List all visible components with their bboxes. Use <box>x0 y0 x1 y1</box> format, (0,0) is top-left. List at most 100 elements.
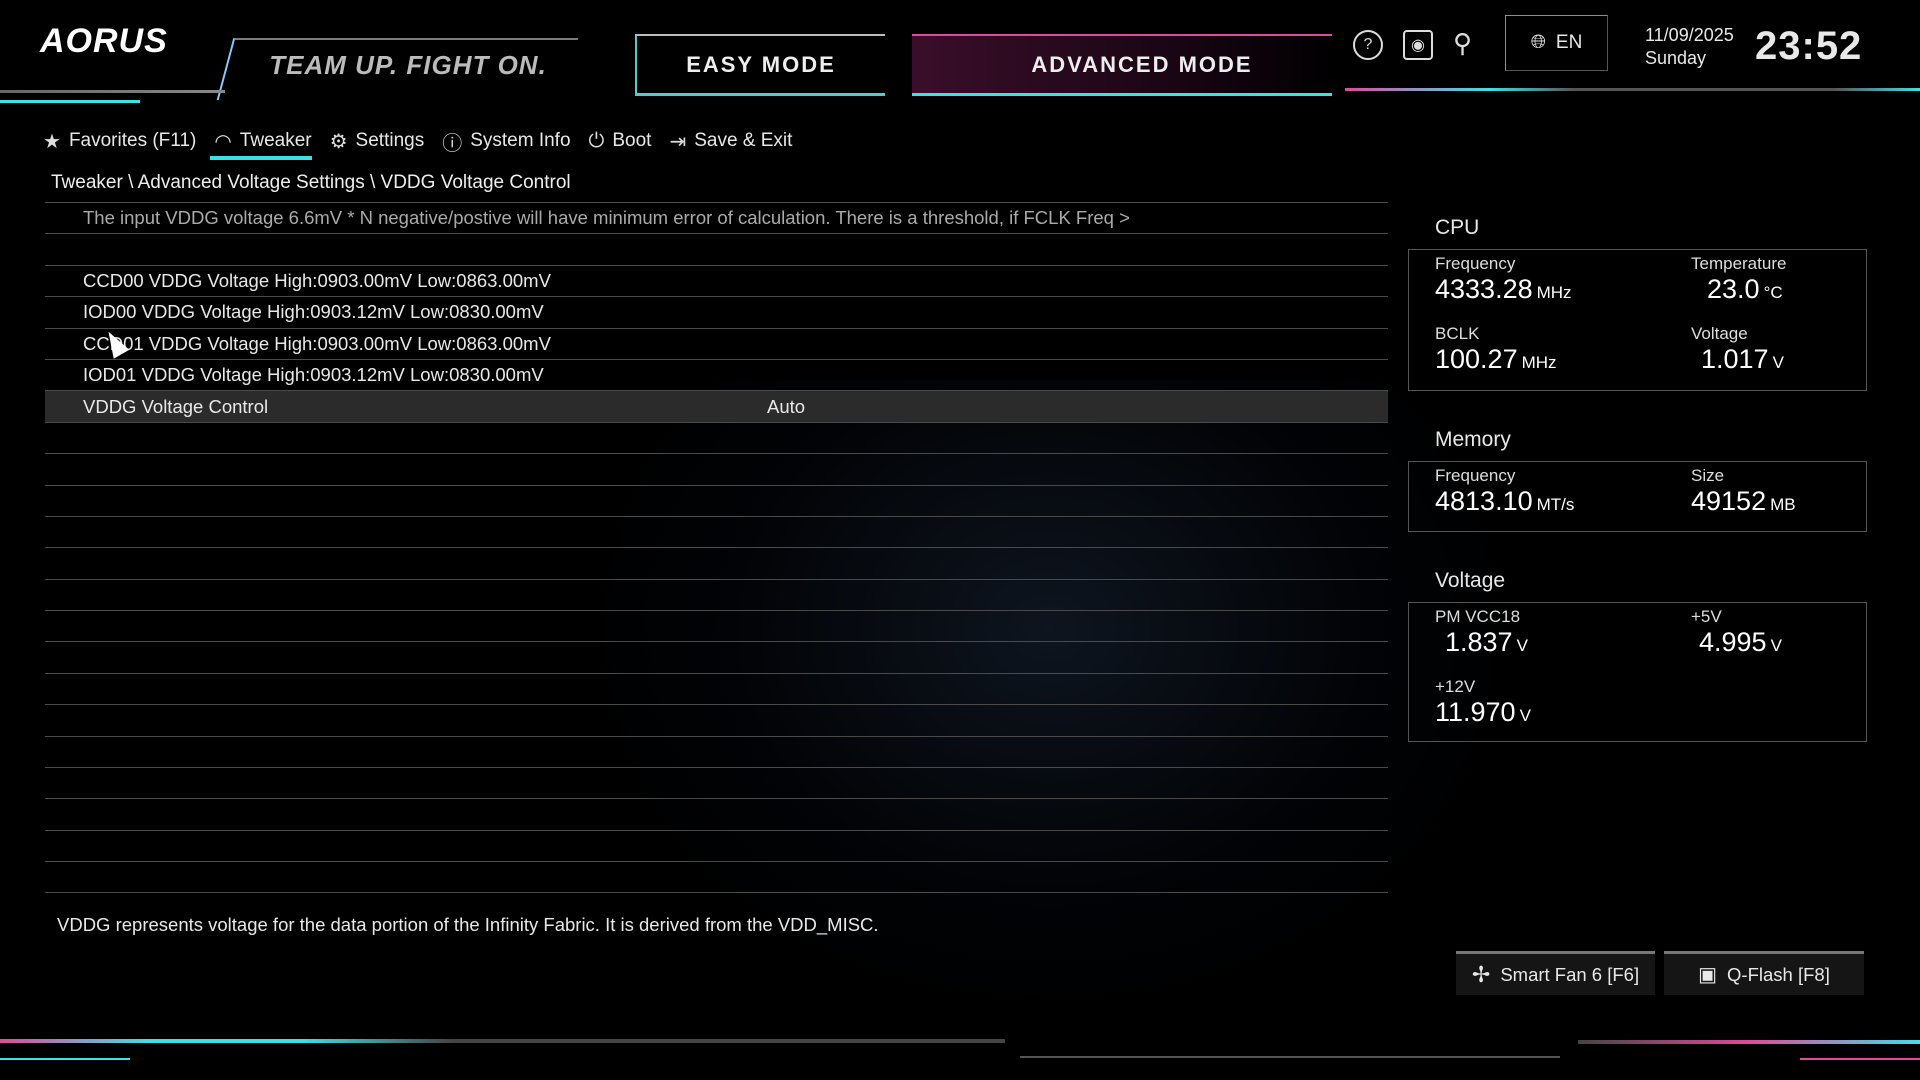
main-nav: ★ Favorites (F11) ◠ Tweaker ⚙ Settings ⓘ Sys… <box>43 128 792 160</box>
tab-label: Tweaker <box>239 130 312 151</box>
footer-divider <box>1578 1040 1920 1044</box>
header-divider <box>0 100 140 103</box>
item-label: CCD00 VDDG Voltage High:0903.00mV Low:08… <box>83 269 551 291</box>
language-button[interactable]: 🌐︎ EN <box>1505 15 1608 71</box>
list-item-iod00: IOD00 VDDG Voltage High:0903.12mV Low:08… <box>45 296 1388 327</box>
item-label: IOD00 VDDG Voltage High:0903.12mV Low:08… <box>83 301 544 323</box>
memory-size: 49152 <box>1691 486 1767 516</box>
tab-label: Boot <box>612 130 652 151</box>
memory-size-label: Size <box>1691 466 1725 485</box>
smart-fan-label: Smart Fan 6 [F6] <box>1500 963 1640 985</box>
cpu-frequency-label: Frequency <box>1435 254 1516 273</box>
help-text: VDDG represents voltage for the data por… <box>57 914 879 935</box>
search-icon[interactable]: ⚲ <box>1453 28 1473 58</box>
list-item-empty <box>45 610 1388 641</box>
tab-label: Settings <box>355 130 425 151</box>
tab-tweaker[interactable]: ◠ Tweaker <box>210 128 312 160</box>
smart-fan-button[interactable]: ✢ Smart Fan 6 [F6] <box>1456 951 1655 995</box>
5v-value: 4.995 <box>1699 627 1767 657</box>
footer-divider <box>1020 1056 1560 1058</box>
weekday: Sunday <box>1645 48 1707 68</box>
aorus-logo: AORUS <box>40 22 168 60</box>
footer-divider <box>0 1039 1005 1043</box>
list-item-note: The input VDDG voltage 6.6mV * N negativ… <box>45 202 1388 233</box>
cpu-voltage: 1.017 <box>1701 344 1769 374</box>
unit: V <box>1772 353 1784 372</box>
bclk-label: BCLK <box>1435 324 1480 343</box>
item-label: IOD01 VDDG Voltage High:0903.12mV Low:08… <box>83 364 544 386</box>
list-item-empty <box>45 233 1388 264</box>
list-item-ccd01: CCD01 VDDG Voltage High:0903.00mV Low:08… <box>45 327 1388 359</box>
tab-settings[interactable]: ⚙ Settings <box>330 128 425 154</box>
unit: MHz <box>1536 283 1572 302</box>
unit: MB <box>1770 495 1796 514</box>
info-icon: ⓘ <box>442 132 463 155</box>
list-item-empty <box>45 829 1388 861</box>
settings-list: The input VDDG voltage 6.6mV * N negativ… <box>45 202 1388 893</box>
exit-icon: ⇥ <box>669 130 687 153</box>
star-icon: ★ <box>43 130 61 153</box>
voltage-box: PM VCC18 1.837 V +5V 4.995 V +12V 11.970 V <box>1408 602 1867 742</box>
list-item-empty <box>45 861 1388 893</box>
advanced-mode-button[interactable]: ADVANCED MODE <box>912 34 1332 96</box>
easy-mode-button[interactable]: EASY MODE <box>635 34 885 96</box>
memory-title: Memory <box>1435 428 1511 451</box>
pm-vcc18: 1.837 <box>1445 627 1513 657</box>
unit: MHz <box>1521 353 1557 372</box>
pm-vcc18-label: PM VCC18 <box>1435 607 1521 626</box>
list-item-empty <box>45 672 1388 704</box>
vddg-voltage-control-value[interactable]: Auto <box>767 395 806 417</box>
list-item-empty <box>45 484 1388 516</box>
help-icon[interactable]: ? <box>1353 30 1383 60</box>
qflash-button[interactable]: ▣ Q-Flash [F8] <box>1664 951 1864 995</box>
5v-label: +5V <box>1691 607 1722 626</box>
bclk: 100.27 <box>1435 344 1518 374</box>
power-icon: ⏻ <box>588 129 605 152</box>
unit: V <box>1516 636 1528 655</box>
tab-label: Favorites (F11) <box>68 130 197 151</box>
chip-icon: ▣ <box>1698 964 1718 986</box>
cpu-title: CPU <box>1435 216 1480 239</box>
clock: 23:52 <box>1755 24 1863 68</box>
tab-boot[interactable]: ⏻ Boot <box>589 128 652 154</box>
camera-icon[interactable]: ◉ <box>1403 30 1433 60</box>
language-label: EN <box>1555 32 1583 53</box>
date-display: 11/09/2025 Sunday <box>1645 24 1734 70</box>
list-item-empty <box>45 798 1388 829</box>
cpu-temperature: 23.0 <box>1707 274 1760 304</box>
item-label: VDDG Voltage Control <box>83 395 269 417</box>
header-divider <box>0 90 225 93</box>
slogan-banner: TEAM UP. FIGHT ON. <box>216 38 579 100</box>
list-item-empty <box>45 421 1388 453</box>
background-art <box>600 380 1500 1000</box>
advanced-mode-label: ADVANCED MODE <box>1031 51 1253 77</box>
list-item-empty <box>45 578 1388 610</box>
list-item-empty <box>45 453 1388 484</box>
gear-icon: ⚙ <box>329 130 348 153</box>
list-item-empty <box>45 735 1388 767</box>
globe-icon: 🌐︎ <box>1530 32 1546 53</box>
header-divider <box>1345 88 1920 91</box>
list-item-empty <box>45 515 1388 547</box>
voltage-title: Voltage <box>1435 569 1506 592</box>
list-item-empty <box>45 547 1388 578</box>
list-item-ccd00: CCD00 VDDG Voltage High:0903.00mV Low:08… <box>45 264 1388 296</box>
unit: MT/s <box>1536 495 1575 514</box>
vddg-voltage-control-row[interactable]: VDDG Voltage Control Auto <box>45 390 1388 422</box>
tab-label: Save & Exit <box>694 130 793 151</box>
footer-divider <box>1800 1058 1920 1060</box>
tab-save-exit[interactable]: ⇥ Save & Exit <box>669 128 792 154</box>
fan-icon: ✢ <box>1471 961 1491 987</box>
memory-frequency-label: Frequency <box>1435 466 1516 485</box>
speedometer-icon: ◠ <box>214 130 232 153</box>
cpu-temperature-label: Temperature <box>1691 254 1787 273</box>
tab-system-info[interactable]: ⓘ System Info <box>442 128 571 155</box>
memory-frequency: 4813.10 <box>1435 486 1533 516</box>
qflash-label: Q-Flash [F8] <box>1727 963 1830 985</box>
cpu-frequency: 4333.28 <box>1435 274 1533 304</box>
item-label: The input VDDG voltage 6.6mV * N negativ… <box>83 207 1130 229</box>
tab-favorites[interactable]: ★ Favorites (F11) <box>43 128 196 154</box>
breadcrumb: Tweaker \ Advanced Voltage Settings \ VD… <box>51 172 571 193</box>
tab-label: System Info <box>470 130 571 151</box>
unit: V <box>1770 636 1782 655</box>
